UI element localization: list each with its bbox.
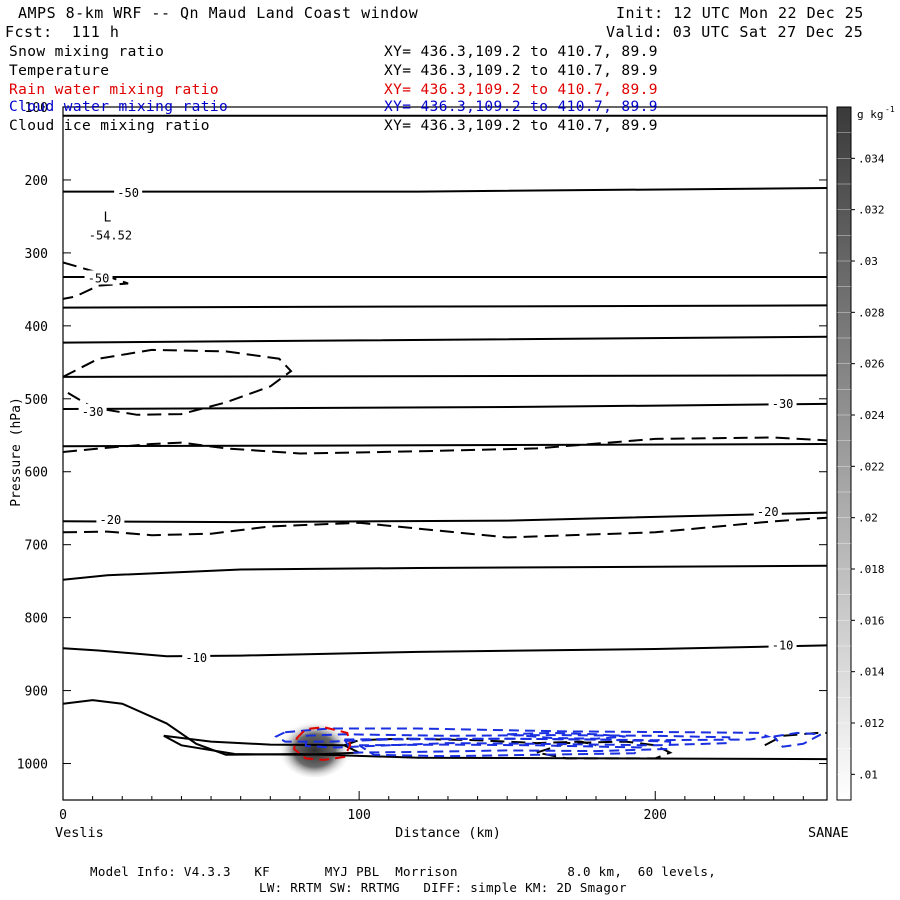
colorbar-tick-label: .026 [858, 358, 885, 371]
y-tick-label: 100 [25, 101, 48, 116]
forecast-hour: Fcst: 111 h [5, 23, 120, 41]
contour-label-bg [182, 649, 211, 664]
y-tick-label: 400 [25, 320, 48, 335]
colorbar-tick-label: .032 [858, 204, 885, 217]
temperature-contour [63, 511, 827, 524]
footer-model-info: Model Info: V4.3.3 KF MYJ PBL Morrison 8… [90, 864, 717, 879]
contour-label-bg [768, 395, 797, 410]
snow-mixing-shading [277, 717, 352, 778]
contour-label-bg [114, 185, 143, 200]
temperature-contour [63, 402, 827, 410]
valid-time: Valid: 03 UTC Sat 27 Dec 25 [606, 23, 864, 41]
colorbar-tick-label: .022 [858, 460, 885, 473]
colorbar-tick-label: .024 [858, 409, 885, 422]
colorbar: .01 .012 .014 .016 .018 .02 .022 .024 .026 .028 .0… [836, 105, 895, 801]
cloud-ice-contour [343, 737, 597, 747]
cloud-ice-contour [63, 436, 827, 455]
cloud-water-contour [274, 727, 772, 743]
colorbar-tick-label: .01 [858, 768, 878, 781]
contour-label-bg [78, 403, 107, 418]
colorbar-tick-label: .014 [858, 666, 885, 679]
x-endpoint-left: Veslis [55, 825, 104, 841]
contour-label: -10 [772, 638, 794, 652]
low-marker-value: -54.52 [89, 228, 132, 242]
cloud-ice-contour [764, 731, 827, 747]
y-tick-label: 300 [25, 247, 48, 262]
temperature-contour [63, 443, 827, 448]
contour-label: -20 [100, 513, 122, 527]
plot-area: -50 -50 -30 -30 -20 -20 -10 -10 L -54.52 [62, 106, 828, 801]
x-tick-label: 200 [644, 808, 667, 823]
contour-label: -30 [772, 397, 794, 411]
legend-label-cloud-water: Cloud water mixing ratio [9, 99, 229, 115]
cloud-water-contour [304, 733, 731, 749]
footer-physics-info: LW: RRTM SW: RRTMG DIFF: simple KM: 2D S… [259, 880, 627, 895]
colorbar-ramp [836, 106, 852, 801]
cloud-water-contour [507, 731, 626, 740]
legend-xy-snow: XY= 436.3,109.2 to 410.7, 89.9 [384, 44, 658, 60]
x-tick-label: 100 [347, 808, 370, 823]
colorbar-tick-label: .034 [858, 152, 885, 165]
x-tick-label: 0 [59, 808, 67, 823]
legend-xy-rain: XY= 436.3,109.2 to 410.7, 89.9 [384, 82, 658, 98]
y-tick-label: 200 [25, 174, 48, 189]
temperature-contour [63, 304, 827, 309]
contour-label: -50 [88, 271, 110, 285]
y-tick-label: 900 [25, 685, 48, 700]
contour-label: -10 [185, 651, 207, 665]
legend-xy-temperature: XY= 436.3,109.2 to 410.7, 89.9 [384, 63, 658, 79]
rain-water-contour [292, 726, 352, 761]
colorbar-unit: g kg [857, 108, 884, 121]
x-endpoint-right: SANAE [808, 825, 849, 841]
legend-label-snow: Snow mixing ratio [9, 44, 165, 60]
colorbar-tick-label: .018 [858, 563, 885, 576]
colorbar-tick-label: .02 [858, 512, 878, 525]
contour-label-bg [768, 637, 797, 652]
cloud-ice-contour [63, 516, 827, 539]
y-tick-label: 600 [25, 466, 48, 481]
legend-label-rain: Rain water mixing ratio [9, 82, 219, 98]
y-tick-label: 500 [25, 393, 48, 408]
legend-xy-cloud-water: XY= 436.3,109.2 to 410.7, 89.9 [384, 99, 658, 115]
chart-title: AMPS 8-km WRF -- Qn Maud Land Coast wind… [18, 4, 419, 22]
contour-label: -30 [82, 405, 104, 419]
legend-xy-cloud-ice: XY= 436.3,109.2 to 410.7, 89.9 [384, 118, 658, 134]
cloud-ice-contour [63, 348, 293, 416]
contour-label-bg [96, 511, 125, 526]
cloud-water-contour [772, 731, 825, 748]
contour-label-bg [84, 270, 113, 285]
temperature-contour [63, 335, 827, 344]
temperature-contour [63, 699, 827, 761]
legend-label-temperature: Temperature [9, 63, 110, 79]
colorbar-tick-label: .012 [858, 717, 885, 730]
contour-label-bg [753, 503, 782, 518]
y-tick-label: 700 [25, 539, 48, 554]
cloud-ice-contour [63, 261, 129, 300]
contour-label: -20 [757, 505, 779, 519]
cloud-water-contour [358, 743, 643, 758]
x-axis-label: Distance (km) [395, 825, 501, 841]
y-tick-label: 800 [25, 612, 48, 627]
legend-label-cloud-ice: Cloud ice mixing ratio [9, 118, 210, 134]
temperature-contour [63, 564, 827, 581]
colorbar-tick-label: .028 [858, 306, 885, 319]
low-marker: L [104, 210, 112, 225]
colorbar-tick-label: .016 [858, 614, 885, 627]
temperature-contour [63, 644, 827, 658]
y-axis-label: Pressure (hPa) [9, 397, 24, 507]
contour-label: -50 [117, 186, 139, 200]
init-time: Init: 12 UTC Mon 22 Dec 25 [616, 4, 864, 22]
colorbar-tick-label: .03 [858, 255, 878, 268]
colorbar-unit-exponent: -1 [885, 105, 895, 114]
cloud-water-contour [343, 737, 672, 754]
y-tick-label: 1000 [17, 758, 48, 773]
temperature-contour [63, 374, 827, 378]
